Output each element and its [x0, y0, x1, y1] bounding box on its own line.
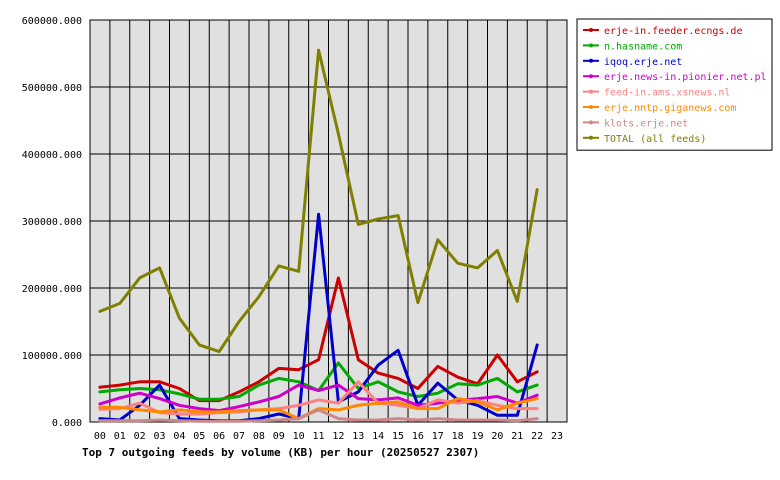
y-tick-label: 300000.000 — [22, 217, 82, 228]
legend-swatch-marker — [589, 43, 593, 48]
x-tick-label: 11 — [313, 431, 325, 442]
x-tick-label: 03 — [154, 431, 166, 442]
y-axis-ticks: 0.000 100000.000 200000.000 300000.000 40000… — [22, 16, 82, 429]
x-tick-label: 07 — [233, 431, 245, 442]
x-tick-label: 13 — [352, 431, 364, 442]
chart-title: Top 7 outgoing feeds by volume (KB) per … — [82, 446, 479, 459]
x-tick-label: 09 — [273, 431, 285, 442]
legend-swatch-marker — [589, 89, 593, 94]
x-tick-label: 02 — [134, 431, 146, 442]
legend-swatch-marker — [589, 74, 593, 79]
legend-label: erje-in.feeder.ecngs.de — [604, 26, 742, 37]
x-tick-label: 21 — [511, 431, 523, 442]
series-line — [98, 408, 539, 423]
x-tick-label: 04 — [173, 431, 185, 442]
x-tick-label: 05 — [193, 431, 205, 442]
legend-swatch-marker — [589, 135, 593, 140]
x-tick-label: 15 — [392, 431, 404, 442]
y-tick-label: 100000.000 — [22, 351, 82, 362]
x-tick-label: 01 — [114, 431, 126, 442]
x-tick-label: 16 — [412, 431, 424, 442]
legend-label: klots.erje.net — [604, 118, 688, 129]
series-layer — [98, 48, 539, 423]
x-tick-label: 17 — [432, 431, 444, 442]
legend: erje-in.feeder.ecngs.de n.hasname.com iqoq… — [576, 18, 773, 151]
legend-label: feed-in.ams.xsnews.nl — [604, 88, 730, 99]
y-tick-label: 600000.000 — [22, 16, 82, 27]
x-tick-label: 20 — [491, 431, 503, 442]
legend-label: TOTAL (all feeds) — [604, 134, 706, 145]
x-tick-label: 18 — [452, 431, 464, 442]
x-tick-label: 19 — [472, 431, 484, 442]
legend-swatch-marker — [589, 28, 593, 32]
y-tick-label: 400000.000 — [22, 150, 82, 161]
x-tick-label: 00 — [94, 431, 106, 442]
x-tick-label: 23 — [551, 431, 563, 442]
legend-swatch-marker — [589, 105, 593, 109]
plot-area — [89, 19, 568, 423]
legend-label: iqoq.erje.net — [604, 57, 682, 68]
x-tick-label: 06 — [213, 431, 225, 442]
x-tick-label: 08 — [253, 431, 265, 442]
series-line — [98, 276, 539, 403]
x-tick-label: 14 — [372, 431, 384, 442]
x-tick-label: 12 — [332, 431, 344, 442]
legend-label: erje.news-in.pionier.net.pl — [604, 72, 767, 83]
y-tick-label: 500000.000 — [22, 83, 82, 94]
x-axis-ticks: 00 01 02 03 04 05 06 07 08 09 10 11 12 13 14 15 16 17 18 19… — [94, 431, 563, 442]
series-line — [98, 48, 539, 354]
x-tick-label: 22 — [531, 431, 543, 442]
legend-label: n.hasname.com — [604, 41, 682, 52]
legend-label: erje.nntp.giganews.com — [604, 103, 736, 114]
legend-swatch-marker — [589, 120, 593, 125]
y-tick-label: 200000.000 — [22, 284, 82, 295]
legend-swatch-marker — [589, 58, 593, 63]
y-tick-label: 0.000 — [52, 418, 82, 429]
legend-box — [576, 18, 773, 151]
series-line — [98, 380, 539, 416]
x-tick-label: 10 — [293, 431, 305, 442]
